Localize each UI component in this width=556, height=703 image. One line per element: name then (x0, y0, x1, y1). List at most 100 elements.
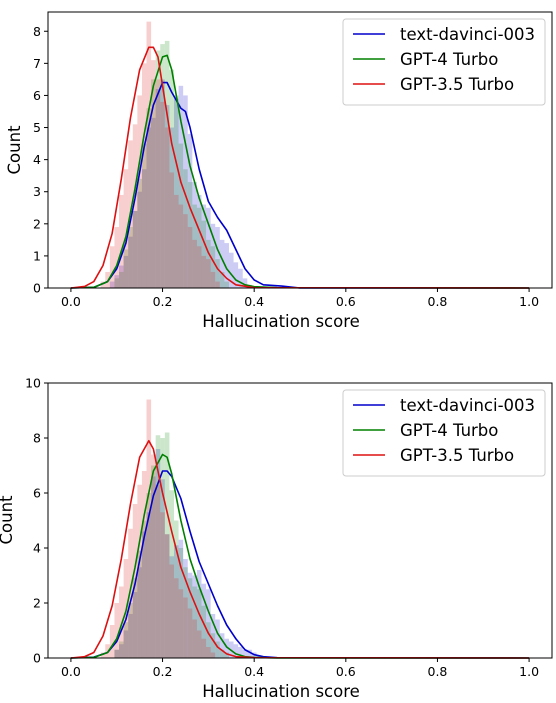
x-tick-label: 0.8 (428, 664, 448, 679)
chart-panel-2: 0.0 0.2 0.4 0.6 0.8 1.0 0 2 4 6 8 10 Hallucination s… (0, 376, 553, 701)
hist-bar (215, 619, 220, 658)
hist-bar (114, 275, 120, 288)
hist-bar (210, 246, 216, 288)
hist-bar (187, 608, 193, 658)
y-tick-label: 6 (33, 486, 41, 501)
hist-bar (164, 534, 170, 658)
hist-bar (174, 98, 179, 289)
hist-bar (146, 127, 152, 288)
hist-bar (183, 567, 188, 658)
hist-bar (132, 578, 138, 658)
hist-bar (192, 204, 197, 288)
x-tick-label: 0.4 (244, 664, 264, 679)
hist-bar (169, 69, 174, 289)
hist-bar (196, 207, 202, 288)
hist-series-1 (114, 449, 262, 658)
hist-bar (210, 271, 216, 288)
hist-bar (151, 476, 156, 658)
hist-bar (178, 143, 184, 288)
kde-line-3 (70, 439, 530, 659)
hist-bar (215, 281, 220, 288)
y-tick-label: 2 (33, 216, 41, 231)
hist-series-1 (109, 79, 252, 289)
kde-line-1 (70, 470, 530, 659)
hist-bar (160, 438, 165, 658)
hist-bar (155, 79, 161, 289)
hist-bar (164, 40, 170, 288)
hist-bar (114, 649, 120, 658)
hist-bar (151, 117, 156, 288)
hist-bar (160, 79, 165, 289)
hist-bar (196, 589, 202, 658)
hist-bar (210, 633, 216, 658)
hist-bar (238, 647, 243, 658)
hist-bar (164, 127, 170, 288)
hist-bar (178, 85, 184, 288)
hist-bar (169, 490, 174, 658)
y-tick-label: 5 (33, 120, 41, 135)
hist-bar (164, 432, 170, 658)
legend-box (342, 389, 546, 477)
hist-bar (201, 605, 207, 658)
hist-bar (183, 214, 188, 288)
hist-bar (201, 204, 207, 288)
hist-bar (224, 638, 229, 658)
legend-label-1: text-davinci-003 (400, 25, 535, 44)
hist-bar (169, 556, 174, 658)
hist-bar (151, 60, 156, 288)
hist-bar (155, 50, 161, 289)
hist-series-3 (100, 21, 220, 289)
hist-bar (155, 484, 161, 658)
hist-bar (164, 534, 170, 658)
hist-bar (132, 210, 138, 288)
legend: text-davinci-003 GPT-4 Turbo GPT-3.5 Turbo (342, 389, 546, 477)
y-tick-label: 10 (25, 376, 41, 391)
hist-bar (169, 127, 174, 288)
hist-bar (187, 227, 193, 288)
hist-series-3 (100, 399, 216, 658)
y-tick-label: 8 (33, 24, 41, 39)
hist-bar (128, 227, 133, 288)
hist-bar (187, 572, 193, 658)
y-tick-label: 0 (33, 651, 41, 666)
hist-bar (178, 204, 184, 288)
hist-bar (146, 512, 152, 658)
hist-bar (141, 143, 147, 288)
hist-bar (192, 619, 197, 658)
hist-bar (169, 564, 174, 658)
x-tick-label: 0.0 (61, 664, 81, 679)
hist-bar (210, 614, 216, 658)
hist-bar (151, 79, 156, 289)
hist-bar (215, 227, 220, 288)
hist-bar (132, 592, 138, 658)
hist-bar (219, 271, 225, 288)
hist-bar (114, 227, 120, 288)
hist-bar (128, 614, 133, 658)
hist-bar (141, 63, 147, 288)
hist-bar (146, 21, 152, 288)
hist-bar (178, 539, 184, 658)
y-tick-label: 0 (33, 281, 41, 296)
hist-bar (160, 44, 165, 289)
hist-bar (187, 182, 193, 288)
hist-bar (174, 545, 179, 658)
hist-bar (256, 655, 262, 658)
hist-bar (183, 95, 188, 288)
hist-bar (146, 493, 152, 658)
hist-bar (132, 124, 138, 288)
hist-bar (219, 633, 225, 658)
hist-bar (155, 435, 161, 658)
hist-bar (114, 278, 120, 288)
y-tick-label: 3 (33, 184, 41, 199)
hist-bar (146, 108, 152, 288)
hist-bar (114, 603, 120, 658)
x-tick-label: 0.2 (153, 294, 173, 309)
hist-bar (206, 207, 211, 288)
legend-label-1: text-davinci-003 (400, 396, 535, 415)
hist-bar (196, 194, 202, 288)
hist-bar (128, 528, 133, 658)
hist-bar (100, 652, 106, 658)
hist-bar (201, 638, 207, 658)
hist-bar (174, 194, 179, 288)
y-tick-label: 1 (33, 248, 41, 263)
